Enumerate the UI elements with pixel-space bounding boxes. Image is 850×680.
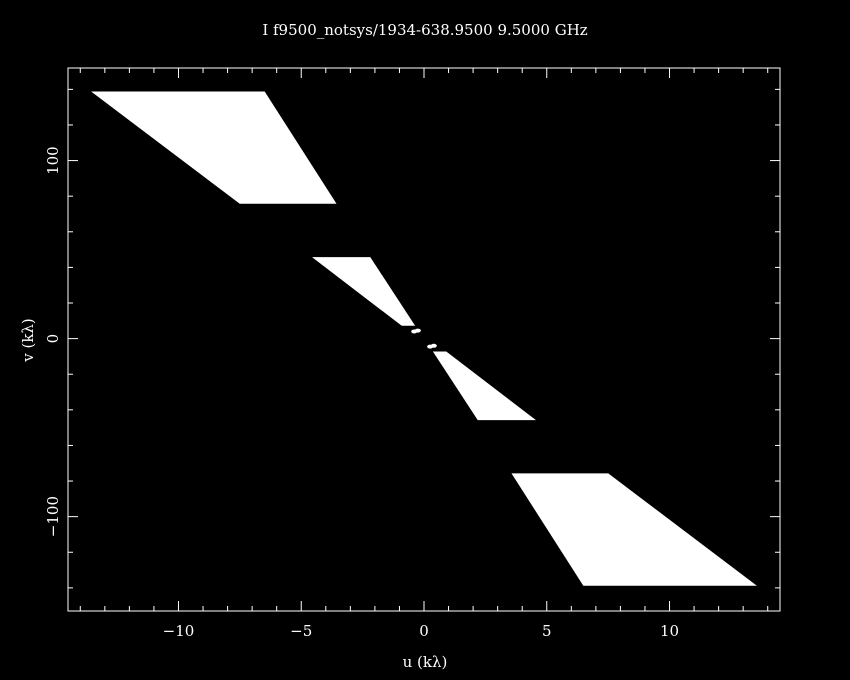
y-tick-label: 100 (44, 146, 62, 175)
x-tick-label: 10 (660, 622, 679, 640)
y-axis-label: v (kλ) (19, 318, 37, 363)
x-tick-label: −10 (163, 622, 195, 640)
x-tick-label: −5 (290, 622, 312, 640)
uv-point-3 (427, 344, 434, 349)
x-axis-label: u (kλ) (403, 653, 448, 671)
uv-track-region-2 (312, 257, 416, 326)
uv-data-layer (91, 91, 757, 586)
uv-point-4 (414, 328, 421, 333)
chart-title: I f9500_notsys/1934-638.9500 9.5000 GHz (262, 21, 587, 39)
uv-track-region-3 (432, 351, 536, 421)
x-tick-label: 5 (542, 622, 552, 640)
tick-labels: −10 −5 0 5 10 −100 0 100 (44, 146, 679, 640)
y-tick-label: −100 (44, 496, 62, 537)
axis-ticks (68, 68, 780, 611)
uv-track-region-4 (511, 473, 757, 586)
plot-frame (67, 67, 781, 612)
y-tick-label: 0 (44, 334, 62, 344)
uv-track-region-1 (91, 91, 337, 204)
x-tick-label: 0 (419, 622, 429, 640)
